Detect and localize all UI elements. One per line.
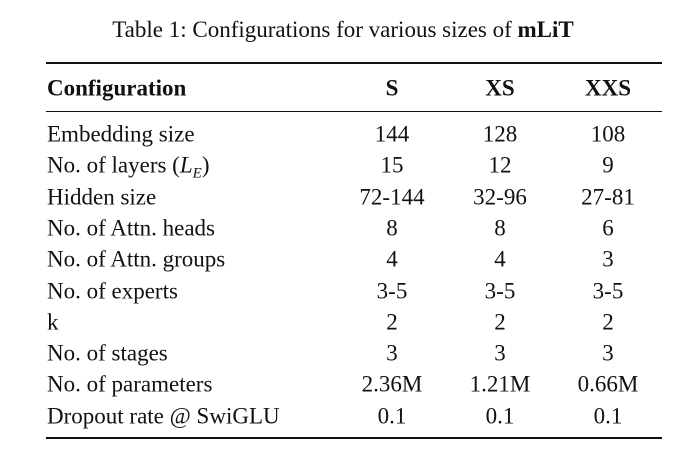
- caption-emphasis: mLiT: [517, 17, 574, 42]
- cell-value: 2.36M: [361, 371, 423, 397]
- cell-value: 0.1: [485, 403, 515, 429]
- row-label-text: Embedding size: [47, 121, 195, 147]
- row-label: Dropout rate @ SwiGLU: [47, 404, 280, 427]
- cell-value: 0.1: [593, 403, 623, 429]
- row-label: No. of parameters: [47, 373, 212, 396]
- row-label-text: k: [47, 309, 59, 335]
- cell-value: 2: [386, 309, 398, 335]
- cell-value: 3-5: [484, 278, 516, 303]
- header-cell: XS: [485, 75, 515, 101]
- cell-value: 0.1: [377, 403, 407, 429]
- cell-value: 3: [602, 246, 614, 272]
- cell-value: 8: [386, 215, 398, 241]
- row-label: k: [47, 310, 59, 333]
- cell-value: 32-96: [473, 184, 527, 210]
- caption-text: Table 1: Configurations for various size…: [112, 17, 512, 42]
- header-cell: S: [385, 75, 399, 101]
- cell-value: 12: [488, 152, 512, 178]
- cell-value: 0.66M: [577, 371, 639, 397]
- bottom-rule: [46, 437, 662, 439]
- cell-value: 108: [590, 121, 626, 147]
- row-label-text: Dropout rate @ SwiGLU: [47, 403, 280, 429]
- row-label: No. of layers (LE): [47, 152, 210, 182]
- cell-value: 15: [380, 152, 404, 178]
- cell-value: 72-144: [359, 184, 425, 210]
- cell-value: 2: [494, 309, 506, 335]
- row-label: Embedding size: [47, 123, 195, 146]
- row-label-text: No. of experts: [47, 278, 178, 303]
- cell-value: 1.21M: [469, 371, 531, 397]
- cell-value: 9: [602, 152, 614, 178]
- row-label: Hidden size: [47, 185, 156, 208]
- row-label-text: No. of Attn. groups: [47, 246, 226, 272]
- row-label-text: No. of layers (: [47, 152, 180, 178]
- row-label-text: Hidden size: [47, 184, 157, 210]
- cell-value: 128: [482, 121, 518, 147]
- header-cell: Configuration: [47, 75, 187, 101]
- row-label-text: No. of Attn. heads: [47, 215, 216, 241]
- row-label: No. of Attn. heads: [47, 216, 215, 239]
- cell-value: 8: [494, 215, 506, 241]
- row-label: No. of stages: [47, 342, 168, 365]
- cell-value: 3: [602, 340, 614, 366]
- row-label-text: No. of stages: [47, 340, 168, 366]
- math-symbol: L: [179, 152, 193, 178]
- cell-value: 4: [494, 246, 506, 272]
- cell-value: 27-81: [581, 184, 635, 210]
- cell-value: 6: [602, 215, 614, 241]
- cell-value: 2: [602, 309, 614, 335]
- cell-value: 3: [386, 340, 398, 366]
- header-cell: XXS: [584, 75, 632, 101]
- row-label-end: ): [201, 152, 210, 178]
- cell-value: 4: [386, 246, 398, 272]
- math-subscript: E: [192, 165, 202, 182]
- header-rule: [46, 111, 662, 112]
- cell-value: 3: [494, 340, 506, 366]
- cell-value: 3-5: [592, 278, 624, 303]
- top-rule: [46, 62, 662, 64]
- cell-value: 3-5: [376, 278, 408, 303]
- cell-value: 144: [374, 121, 410, 147]
- table-caption: Table 1: Configurations for various size…: [0, 16, 686, 44]
- row-label-text: No. of parameters: [47, 371, 213, 397]
- row-label: No. of Attn. groups: [47, 248, 225, 271]
- row-label: No. of experts: [47, 279, 178, 302]
